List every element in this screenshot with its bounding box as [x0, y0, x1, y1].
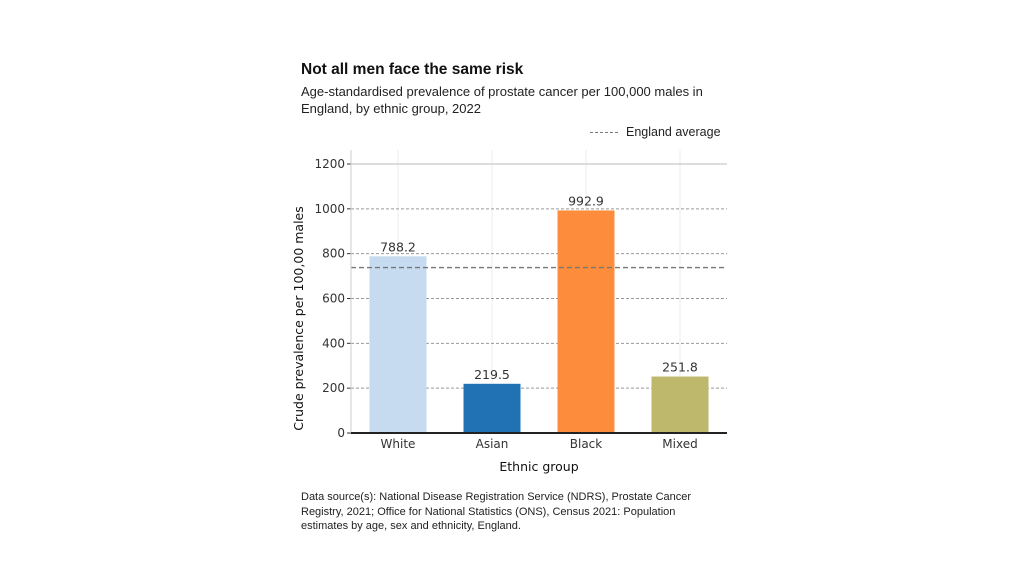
legend-dashed-line-swatch — [590, 131, 618, 133]
bar-black — [557, 210, 615, 433]
x-tick-label: White — [381, 437, 416, 451]
legend: England average — [590, 125, 721, 139]
bar-value-label: 219.5 — [474, 367, 510, 382]
legend-label-england-average: England average — [626, 125, 721, 139]
bar-mixed — [651, 376, 709, 433]
x-tick-label: Mixed — [662, 437, 697, 451]
chart-title: Not all men face the same risk — [301, 61, 524, 78]
bar-white — [369, 256, 427, 433]
y-tick-label: 1000 — [314, 202, 345, 216]
bar-value-label: 992.9 — [568, 193, 604, 208]
y-tick-label: 600 — [322, 292, 345, 306]
y-tick-label: 1200 — [314, 157, 345, 171]
bar-asian — [463, 383, 521, 433]
y-tick-label: 200 — [322, 381, 345, 395]
x-tick-label: Asian — [476, 437, 509, 451]
y-axis-title: Crude prevalence per 100,00 males — [291, 206, 306, 431]
bar-value-label: 788.2 — [380, 239, 416, 254]
y-tick-label: 400 — [322, 336, 345, 350]
x-axis-title: Ethnic group — [499, 459, 578, 474]
y-tick-label: 800 — [322, 247, 345, 261]
bar-value-label: 251.8 — [662, 360, 698, 375]
x-tick-label: Black — [570, 437, 603, 451]
y-tick-label: 0 — [337, 426, 345, 440]
source-note: Data source(s): National Disease Registr… — [301, 491, 692, 532]
chart-subtitle: Age-standardised prevalence of prostate … — [301, 84, 703, 116]
